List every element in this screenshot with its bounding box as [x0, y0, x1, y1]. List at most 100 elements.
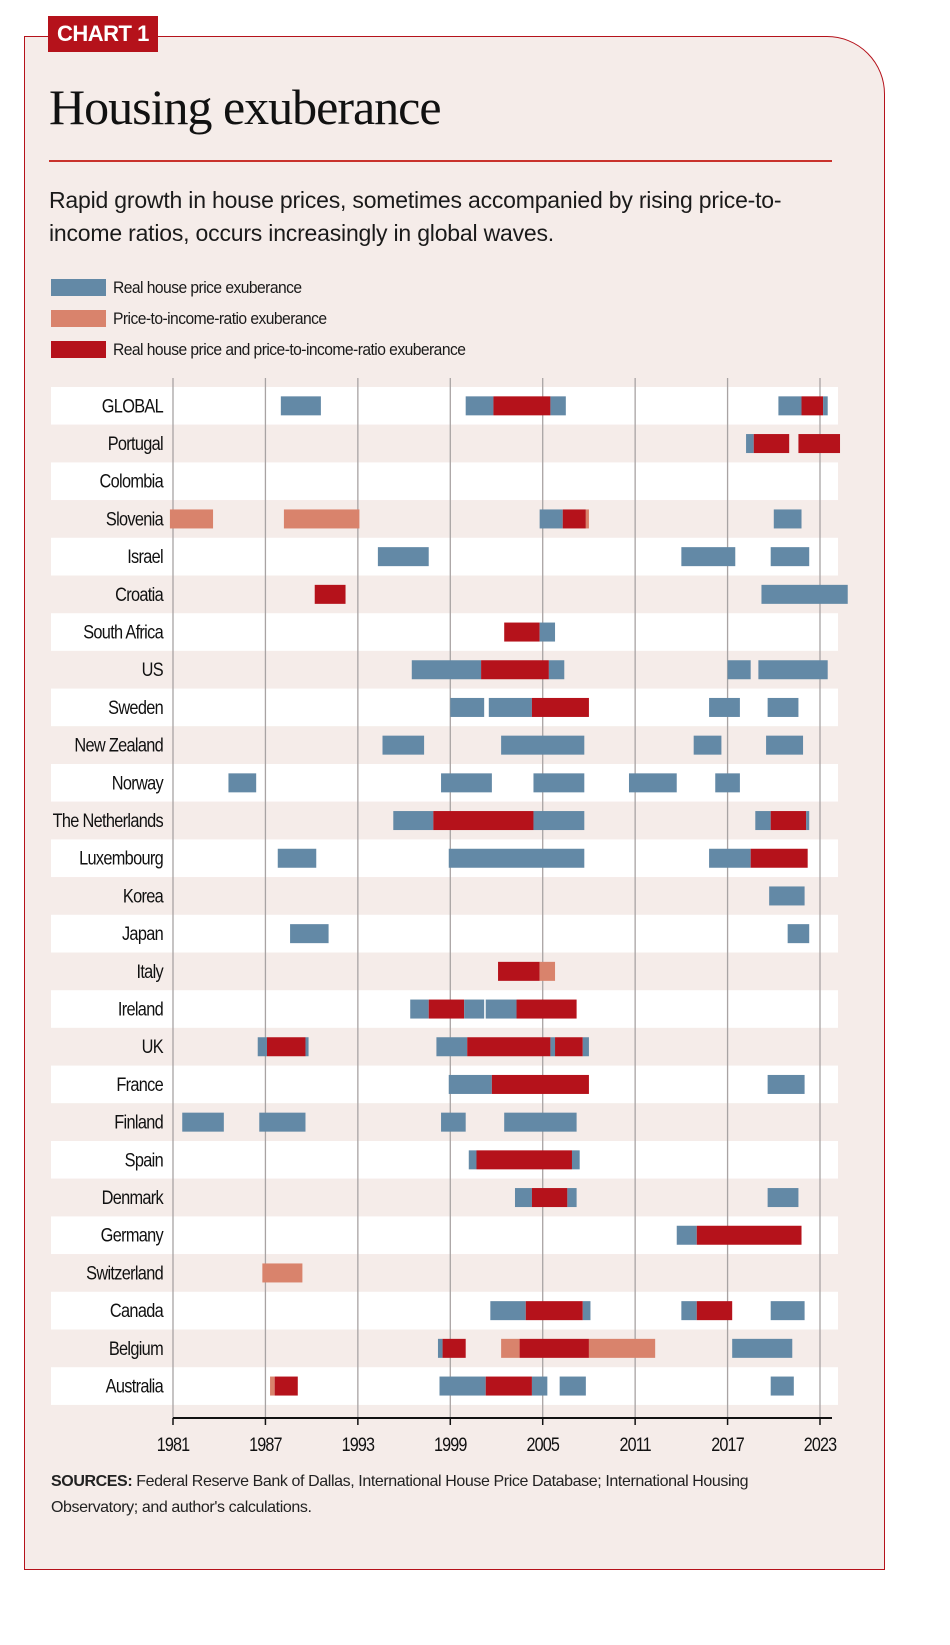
bar-segment-real — [755, 811, 771, 831]
bar-segment-real — [778, 396, 802, 416]
bar-segment-real — [709, 848, 751, 868]
bar-segment-real — [290, 924, 329, 944]
row-label: New Zealand — [74, 734, 163, 755]
bar-segment-both — [531, 1188, 568, 1208]
row-band — [51, 462, 838, 501]
bar-segment-pti — [585, 509, 589, 529]
row-label: Denmark — [102, 1187, 164, 1208]
bar-segment-both — [798, 434, 841, 454]
bar-segment-real — [464, 999, 485, 1019]
bar-segment-real — [411, 660, 482, 680]
row-label: South Africa — [83, 621, 164, 642]
bar-segment-real — [767, 1074, 805, 1094]
row-band — [51, 1254, 838, 1292]
bar-segment-real — [514, 1188, 532, 1208]
bar-segment-real — [567, 1188, 577, 1208]
bar-segment-both — [493, 396, 551, 416]
x-tick-label: 1999 — [434, 1434, 467, 1456]
bar-segment-both — [555, 1037, 583, 1057]
x-tick-label: 2017 — [711, 1434, 744, 1456]
bar-segment-real — [681, 547, 736, 567]
bar-segment-both — [519, 1338, 589, 1358]
chart-subtitle: Rapid growth in house prices, sometimes … — [49, 187, 782, 246]
bar-segment-both — [314, 584, 346, 604]
bar-segment-real — [715, 773, 740, 793]
bar-segment-real — [439, 1376, 486, 1396]
bar-segment-both — [498, 961, 540, 981]
row-band — [51, 575, 838, 614]
bar-segment-pti — [169, 509, 214, 529]
bar-segment-real — [767, 1188, 799, 1208]
bar-segment-both — [525, 1301, 583, 1321]
x-tick-label: 1981 — [157, 1434, 190, 1456]
bar-segment-real — [393, 811, 434, 831]
legend-label-both: Real house price and price-to-income-rat… — [113, 339, 466, 359]
bar-segment-real — [277, 848, 317, 868]
legend-swatch-pti — [51, 310, 106, 327]
bar-segment-real — [468, 1150, 477, 1170]
bar-segment-both — [753, 434, 790, 454]
bar-segment-real — [441, 1112, 466, 1132]
bar-segment-both — [476, 1150, 572, 1170]
bar-segment-real — [257, 1037, 267, 1057]
bar-segment-real — [182, 1112, 224, 1132]
x-tick-label: 1993 — [342, 1434, 376, 1456]
row-label: Colombia — [100, 471, 164, 492]
bar-segment-both — [516, 999, 577, 1019]
row-band — [51, 877, 838, 915]
bar-segment-both — [266, 1037, 306, 1057]
row-label: US — [142, 659, 163, 680]
bar-segment-real — [766, 735, 804, 755]
row-label: France — [116, 1074, 164, 1095]
row-band — [51, 500, 838, 538]
row-band — [51, 952, 838, 991]
row-label: UK — [142, 1036, 164, 1057]
x-tick-label: 2011 — [619, 1434, 650, 1456]
bar-segment-both — [504, 622, 540, 642]
bar-segment-real — [228, 773, 257, 793]
bar-segment-pti — [270, 1376, 275, 1396]
bar-segment-real — [450, 697, 485, 717]
legend-item-both: Real house price and price-to-income-rat… — [51, 334, 496, 365]
bar-segment-real — [437, 1338, 443, 1358]
row-label: Belgium — [109, 1338, 163, 1359]
x-tick-label: 1987 — [249, 1434, 282, 1456]
bar-segment-real — [693, 735, 722, 755]
bar-segment-real — [732, 1338, 793, 1358]
bar-segment-both — [750, 848, 808, 868]
row-label: Luxembourg — [79, 848, 163, 869]
legend-item-pti: Price-to-income-ratio exuberance — [51, 303, 496, 334]
legend-swatch-real — [51, 279, 106, 296]
bar-segment-real — [709, 697, 740, 717]
bar-segment-real — [436, 1037, 468, 1057]
bar-segment-real — [676, 1225, 697, 1245]
bar-segment-real — [582, 1301, 591, 1321]
row-label: Italy — [136, 961, 163, 982]
legend-swatch-both — [51, 341, 106, 358]
row-band — [51, 1141, 838, 1179]
bar-segment-real — [490, 1301, 526, 1321]
bar-segment-real — [806, 811, 810, 831]
row-label: Israel — [127, 546, 163, 567]
row-band — [51, 688, 838, 727]
bar-segment-real — [628, 773, 677, 793]
bar-segment-both — [467, 1037, 551, 1057]
row-label: Croatia — [115, 584, 164, 605]
bar-segment-real — [280, 396, 321, 416]
bar-segment-real — [559, 1376, 586, 1396]
bar-segment-real — [773, 509, 802, 529]
bar-segment-real — [746, 434, 754, 454]
sources-text: Federal Reserve Bank of Dallas, Internat… — [51, 1473, 749, 1516]
row-label: Ireland — [118, 998, 163, 1019]
bar-segment-both — [433, 811, 534, 831]
row-label: Finland — [114, 1111, 163, 1132]
bar-segment-pti — [588, 1338, 656, 1358]
row-label: Spain — [125, 1149, 163, 1170]
bar-segment-real — [488, 697, 532, 717]
row-band — [51, 1178, 838, 1217]
bar-segment-real — [259, 1112, 306, 1132]
bar-segment-pti — [539, 961, 556, 981]
bar-segment-pti — [262, 1263, 303, 1283]
legend: Real house price exuberance Price-to-inc… — [51, 272, 496, 365]
